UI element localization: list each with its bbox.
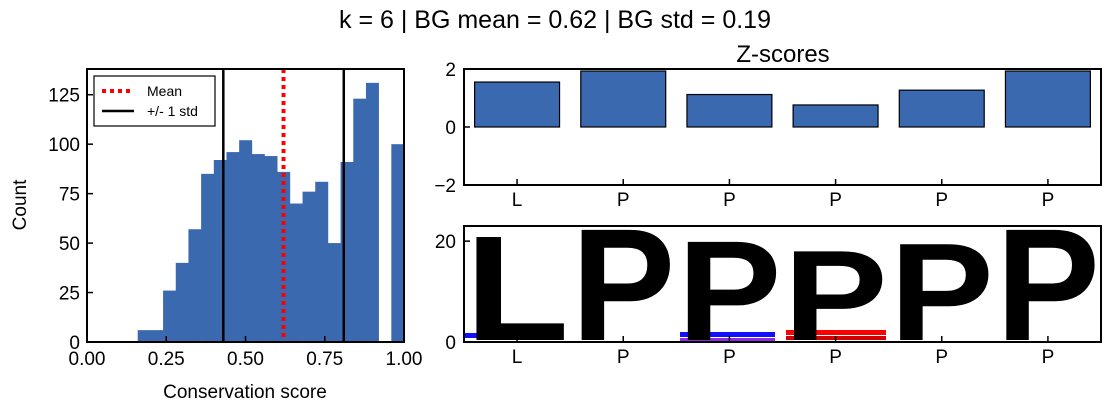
histogram-y-label: Count bbox=[10, 179, 31, 230]
y-tick-label: 100 bbox=[48, 135, 80, 156]
x-tick-label: 1.00 bbox=[386, 349, 423, 370]
histogram-bar bbox=[251, 154, 265, 342]
histogram-bar bbox=[302, 191, 316, 342]
histogram-x-label: Conservation score bbox=[163, 382, 327, 403]
histogram-bar bbox=[201, 173, 215, 342]
y-tick-label: 0 bbox=[445, 118, 456, 139]
y-tick-label: 50 bbox=[59, 234, 80, 255]
histogram-bar bbox=[289, 203, 303, 342]
logo-minor-mark bbox=[680, 338, 775, 341]
x-tick-label: L bbox=[512, 190, 523, 211]
zscore-bar bbox=[474, 81, 561, 128]
x-tick-label: P bbox=[617, 190, 630, 211]
histogram-bar bbox=[213, 160, 227, 342]
histogram-bar bbox=[188, 229, 202, 342]
logo-letter: P bbox=[677, 211, 781, 370]
x-tick-label: 0.00 bbox=[69, 349, 106, 370]
y-tick-label: −2 bbox=[434, 176, 456, 197]
y-tick-label: 0 bbox=[445, 333, 456, 354]
histogram-bar bbox=[315, 181, 329, 342]
logo-letter: P bbox=[784, 225, 888, 368]
y-tick-label: 75 bbox=[59, 185, 80, 206]
histogram-legend: Mean +/- 1 std bbox=[93, 75, 216, 127]
logo-letter: P bbox=[571, 196, 675, 374]
histogram-bar bbox=[327, 243, 341, 342]
x-tick-label: P bbox=[1042, 347, 1055, 368]
x-tick-label: P bbox=[935, 347, 948, 368]
legend-box bbox=[93, 75, 216, 127]
legend-mean-label: Mean bbox=[147, 83, 182, 99]
histogram-bar bbox=[353, 98, 367, 342]
x-tick-label: 0.25 bbox=[148, 349, 185, 370]
logo-minor-mark bbox=[464, 333, 559, 338]
histogram-bar bbox=[175, 262, 189, 342]
zscore-bar bbox=[686, 93, 773, 128]
histogram-bar bbox=[137, 330, 151, 342]
y-tick-label: 20 bbox=[435, 232, 456, 253]
y-tick-label: 2 bbox=[445, 60, 456, 81]
histogram-bar bbox=[365, 82, 379, 342]
histogram-bar bbox=[163, 290, 177, 342]
zscore-title: Z-scores bbox=[736, 41, 829, 68]
zscore-bar bbox=[1004, 70, 1091, 128]
zscore-bar bbox=[580, 70, 667, 128]
histogram-bar bbox=[226, 152, 240, 342]
x-tick-label: P bbox=[617, 347, 630, 368]
histogram-reference-lines bbox=[222, 69, 346, 342]
logo-letter: P bbox=[996, 196, 1100, 374]
zscore-panel: Z-scores −2 0 2 L P P P P P bbox=[434, 41, 1102, 211]
zscore-bars bbox=[474, 70, 1091, 128]
x-tick-label: P bbox=[1042, 190, 1055, 211]
figure-title: k = 6 | BG mean = 0.62 | BG std = 0.19 bbox=[339, 6, 771, 34]
histogram-x-ticks: 0.00 0.25 0.50 0.75 1.00 bbox=[69, 336, 423, 370]
logo-frame bbox=[463, 225, 1102, 343]
histogram-frame bbox=[86, 68, 405, 343]
y-tick-label: 125 bbox=[48, 86, 80, 107]
logo-letter: P bbox=[890, 215, 994, 370]
histogram-y-ticks: 0 25 50 75 100 125 bbox=[48, 86, 93, 354]
histogram-bar bbox=[264, 156, 278, 342]
legend-std-label: +/- 1 std bbox=[147, 103, 198, 119]
x-tick-label: P bbox=[935, 190, 948, 211]
histogram-panel: 0 25 50 75 100 125 0.00 0.25 0.50 0.75 1.00 Conse… bbox=[10, 68, 423, 403]
logo-minor-mark bbox=[786, 330, 886, 335]
x-tick-label: P bbox=[829, 347, 842, 368]
x-tick-label: P bbox=[829, 190, 842, 211]
x-tick-label: 0.50 bbox=[227, 349, 264, 370]
histogram-bar bbox=[239, 140, 253, 342]
y-tick-label: 25 bbox=[59, 284, 80, 305]
zscore-frame bbox=[463, 68, 1102, 186]
histogram-bar bbox=[150, 330, 164, 342]
x-tick-label: 0.75 bbox=[306, 349, 343, 370]
x-tick-label: L bbox=[512, 347, 523, 368]
y-tick-label: 0 bbox=[69, 333, 80, 354]
zscore-bar bbox=[792, 104, 879, 128]
x-tick-label: P bbox=[723, 190, 736, 211]
logo-minor-mark bbox=[680, 332, 775, 337]
zscore-bar bbox=[898, 89, 985, 128]
x-tick-label: P bbox=[723, 347, 736, 368]
histogram-bar bbox=[391, 144, 405, 342]
logo-letter: L bbox=[465, 205, 569, 372]
